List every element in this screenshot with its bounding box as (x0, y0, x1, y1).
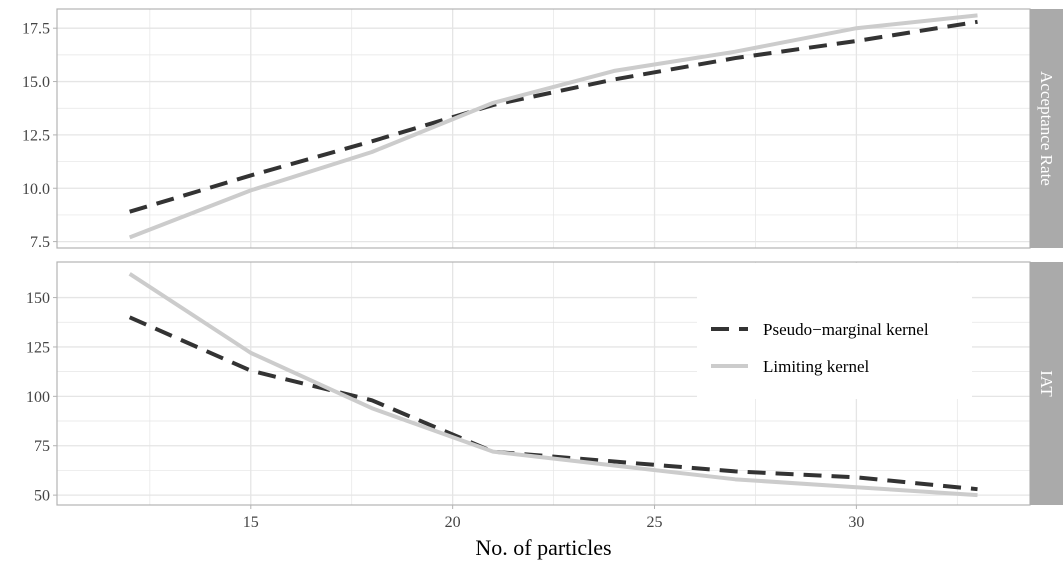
legend-label: Pseudo−marginal kernel (763, 320, 929, 339)
series-line-limiting (128, 272, 978, 498)
y-tick-label: 17.5 (22, 21, 50, 38)
y-tick-label: 150 (26, 290, 50, 307)
panel-border (56, 8, 1031, 249)
y-tick-label: 75 (34, 438, 50, 455)
y-tick-label: 125 (26, 339, 50, 356)
y-tick-label: 100 (26, 389, 50, 406)
facet-strip (1030, 9, 1063, 248)
x-tick-label: 20 (445, 514, 461, 531)
x-tick-label: 25 (647, 514, 663, 531)
y-tick-label: 50 (34, 488, 50, 505)
y-tick-label: 10.0 (22, 181, 50, 198)
x-tick-label: 15 (243, 514, 259, 531)
x-tick-label: 30 (848, 514, 864, 531)
series-line-limiting (128, 13, 978, 240)
y-tick-label: 7.5 (30, 234, 50, 251)
facet-strip-label: Acceptance Rate (1037, 71, 1056, 186)
y-tick-label: 12.5 (22, 127, 50, 144)
series-line-pseudo-marginal (129, 19, 978, 214)
facet-strip-label: IAT (1037, 370, 1056, 397)
legend-label: Limiting kernel (763, 357, 870, 376)
facet-strip (1030, 262, 1063, 505)
y-tick-label: 15.0 (22, 74, 50, 91)
x-axis-title: No. of particles (475, 535, 611, 560)
